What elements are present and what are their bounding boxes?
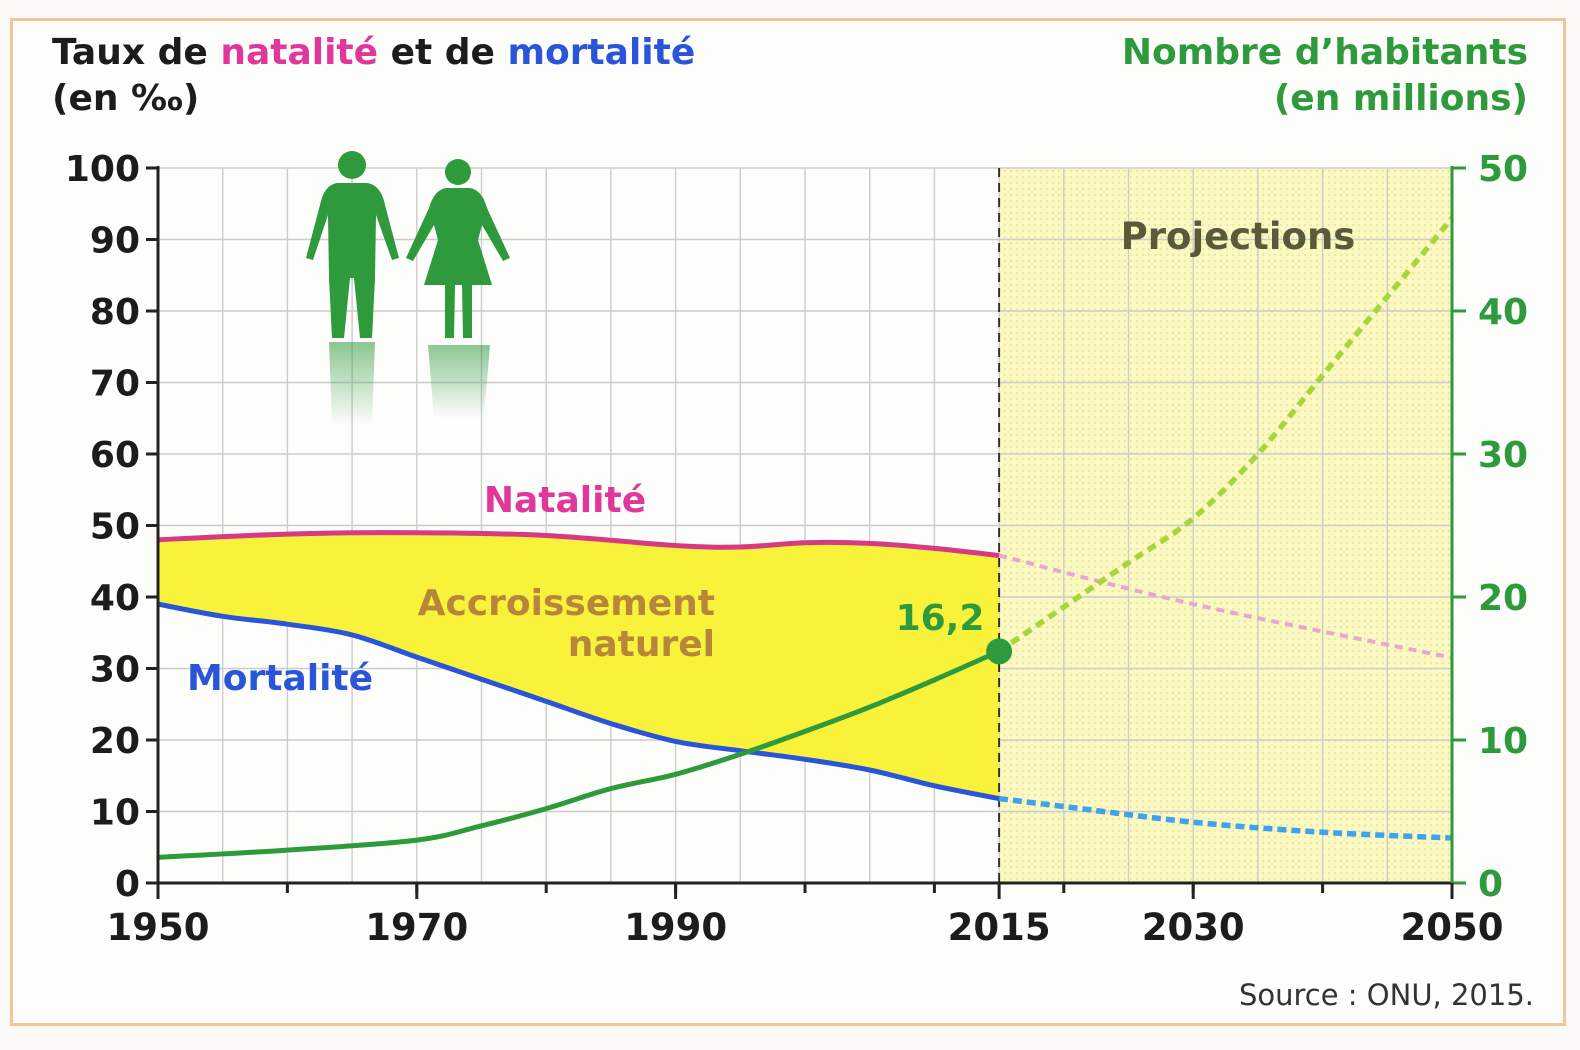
population-line (157, 649, 1001, 860)
left-axis-tick-label: 50 (90, 507, 140, 548)
mortalite-label: Mortalité (187, 658, 373, 699)
right-axis-tick-label: 40 (1478, 292, 1528, 333)
right-axis-title-line1: Nombre d’habitants (1121, 32, 1528, 73)
natalite-projection-line (998, 553, 1453, 660)
right-axis-tick-label: 30 (1478, 435, 1528, 476)
title-mortalite: mortalité (507, 32, 696, 73)
right-axis-title: Nombre d’habitants (en millions) (1122, 30, 1528, 122)
x-axis-tick-label: 1990 (624, 906, 727, 949)
natalite-label: Natalité (484, 480, 646, 521)
left-axis-tick-label: 60 (90, 435, 140, 476)
left-axis-unit: (en ‰) (52, 78, 200, 119)
x-axis-tick-label: 1970 (365, 906, 468, 949)
right-axis-tick-label: 0 (1478, 864, 1503, 905)
left-axis-tick-label: 90 (90, 221, 140, 262)
right-axis-tick-label: 50 (1478, 149, 1528, 190)
left-axis-tick-label: 80 (90, 292, 140, 333)
left-axis-tick-label: 100 (65, 149, 140, 190)
right-axis-tick-label: 20 (1478, 578, 1528, 619)
left-axis-tick-label: 0 (115, 864, 140, 905)
accroissement-label-line2: naturel (568, 624, 715, 665)
x-axis-tick-label: 2050 (1401, 906, 1504, 949)
population-2015-label: 16,2 (896, 598, 985, 639)
mortalite-projection-line (998, 795, 1453, 841)
population-projection-line (997, 216, 1455, 654)
left-axis-tick-label: 20 (90, 721, 140, 762)
accroissement-label-line1: Accroissement (418, 583, 715, 624)
x-axis-tick-label: 2030 (1142, 906, 1245, 949)
left-axis-tick-label: 30 (90, 650, 140, 691)
left-axis-title: Taux de natalité et de mortalité (en ‰) (52, 30, 695, 122)
projections-label: Projections (1121, 215, 1356, 258)
left-axis-tick-label: 70 (90, 364, 140, 405)
mortalite-line (157, 601, 1000, 802)
left-axis-tick-label: 10 (90, 793, 140, 834)
man-icon (306, 151, 399, 425)
right-axis-title-line2: (en millions) (1273, 78, 1528, 119)
title-natalite: natalité (220, 32, 379, 73)
x-axis-tick-label: 1950 (107, 906, 210, 949)
natalite-line (157, 530, 1000, 558)
population-2015-point (986, 638, 1013, 665)
woman-icon (406, 159, 510, 418)
title-text: et de (378, 32, 508, 73)
right-axis-tick-label: 10 (1478, 721, 1528, 762)
left-axis-tick-label: 40 (90, 578, 140, 619)
source-note: Source : ONU, 2015. (1238, 978, 1534, 1012)
title-text: Taux de (52, 32, 221, 73)
x-axis-tick-label: 2015 (948, 906, 1051, 949)
natural-increase-area (158, 532, 1000, 799)
